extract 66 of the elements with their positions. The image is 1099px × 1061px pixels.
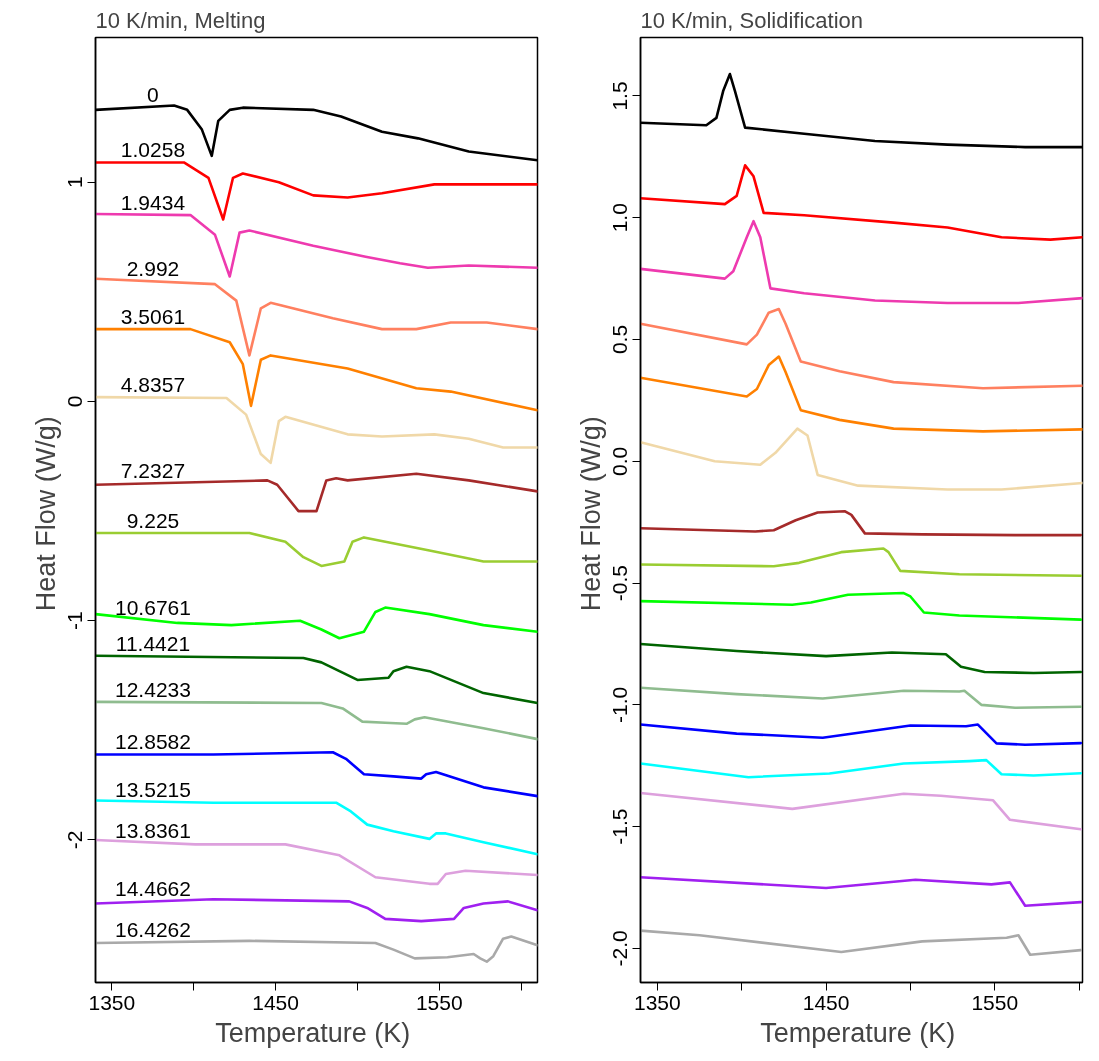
- series-label: 2.992: [126, 257, 180, 281]
- y-axis-title: Heat Flow (W/g): [575, 416, 606, 612]
- series-label: 16.4262: [115, 918, 191, 942]
- line-series: [95, 395, 538, 465]
- line-series: [95, 161, 538, 221]
- chart-title: 10 K/min, Melting: [95, 7, 266, 33]
- line-series: [640, 219, 1083, 305]
- series-label: 1.0258: [120, 138, 186, 162]
- line-series: [95, 897, 538, 923]
- x-tick-label: 1450: [252, 990, 299, 1014]
- line-series: [640, 642, 1083, 675]
- y-tick-label: 1.0: [608, 203, 632, 233]
- line-series: [640, 591, 1083, 621]
- series-label: 12.8582: [115, 730, 191, 754]
- line-series: [95, 531, 538, 568]
- y-tick-label: -2.0: [608, 930, 632, 967]
- series-label: 12.4233: [115, 678, 191, 702]
- x-tick-label: 1450: [802, 990, 850, 1014]
- x-tick-label: 1550: [971, 990, 1019, 1014]
- line-series: [640, 875, 1083, 908]
- line-series: [640, 427, 1083, 491]
- line-series: [95, 654, 538, 705]
- x-axis-title: Temperature (K): [215, 1017, 411, 1048]
- series-label: 0: [147, 82, 159, 106]
- series-label: 3.5061: [120, 305, 186, 329]
- series-label: 7.2327: [120, 459, 186, 483]
- line-series: [95, 277, 538, 357]
- y-tick-label: 1.5: [608, 81, 632, 111]
- y-tick-label: -2: [63, 830, 87, 850]
- series-label: 4.8357: [120, 373, 186, 397]
- chart-title: 10 K/min, Solidification: [640, 7, 864, 33]
- line-series: [95, 799, 538, 856]
- x-axis-title: Temperature (K): [760, 1017, 956, 1048]
- y-tick-label: -1.0: [608, 686, 632, 723]
- series-label: 13.8361: [115, 818, 191, 842]
- x-tick-label: 1350: [634, 990, 681, 1014]
- line-series: [95, 212, 538, 278]
- y-tick-label: 0: [63, 395, 87, 408]
- series-label: 9.225: [126, 509, 180, 533]
- y-tick-label: -1.5: [608, 808, 632, 845]
- line-series: [95, 327, 538, 412]
- line-series: [640, 791, 1083, 831]
- x-tick-label: 1350: [88, 990, 136, 1014]
- line-series: [95, 750, 538, 798]
- line-series: [640, 509, 1083, 537]
- y-tick-label: 0.0: [608, 446, 632, 476]
- y-tick-label: -0.5: [608, 564, 632, 602]
- series-label: 14.4662: [115, 877, 191, 901]
- line-series: [95, 935, 538, 963]
- series-label: 10.6761: [115, 596, 191, 620]
- line-series: [640, 686, 1083, 710]
- line-series: [640, 929, 1083, 957]
- series-label: 1.9434: [120, 190, 186, 214]
- series-label: 11.4421: [115, 632, 191, 656]
- line-series: [640, 758, 1083, 779]
- y-tick-label: -1: [63, 611, 87, 631]
- series-label: 13.5215: [115, 777, 191, 801]
- line-series: [640, 723, 1083, 747]
- x-tick-label: 1550: [415, 990, 463, 1014]
- line-series: [640, 547, 1083, 578]
- y-tick-label: 1: [63, 176, 87, 189]
- line-series: [640, 307, 1083, 390]
- y-tick-label: 0.5: [608, 324, 632, 355]
- line-series: [640, 164, 1083, 241]
- line-series: [640, 355, 1083, 433]
- y-axis-title: Heat Flow (W/g): [30, 416, 61, 612]
